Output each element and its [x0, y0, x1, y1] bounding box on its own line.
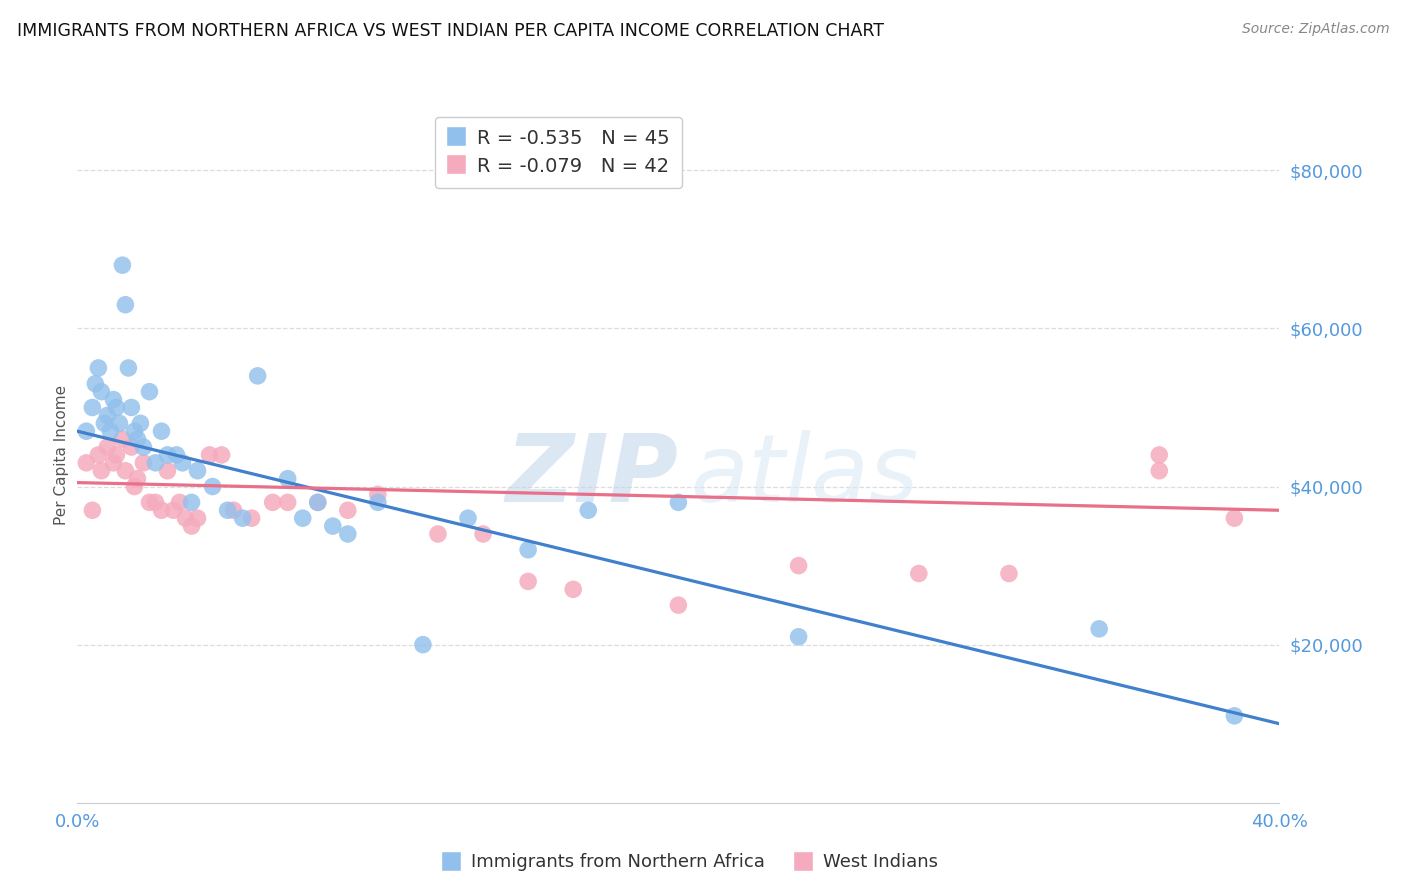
- Point: [787, 558, 810, 573]
- Point: [114, 464, 136, 478]
- Point: [217, 503, 239, 517]
- Point: [150, 503, 173, 517]
- Point: [457, 511, 479, 525]
- Point: [277, 472, 299, 486]
- Point: [100, 424, 122, 438]
- Point: [336, 527, 359, 541]
- Point: [103, 392, 125, 407]
- Point: [1223, 511, 1246, 525]
- Point: [75, 424, 97, 438]
- Point: [517, 542, 540, 557]
- Point: [124, 479, 146, 493]
- Point: [103, 456, 125, 470]
- Point: [998, 566, 1021, 581]
- Point: [517, 574, 540, 589]
- Point: [96, 440, 118, 454]
- Point: [111, 258, 134, 272]
- Point: [132, 456, 155, 470]
- Point: [87, 448, 110, 462]
- Point: [120, 440, 142, 454]
- Point: [307, 495, 329, 509]
- Point: [174, 511, 197, 525]
- Text: ZIP: ZIP: [506, 430, 679, 522]
- Point: [246, 368, 269, 383]
- Point: [668, 598, 690, 612]
- Point: [129, 417, 152, 431]
- Point: [90, 384, 112, 399]
- Point: [172, 456, 194, 470]
- Point: [114, 298, 136, 312]
- Point: [186, 511, 209, 525]
- Point: [138, 495, 160, 509]
- Point: [150, 424, 173, 438]
- Point: [105, 401, 128, 415]
- Legend: R = -0.535   N = 45, R = -0.079   N = 42: R = -0.535 N = 45, R = -0.079 N = 42: [434, 117, 682, 187]
- Text: Source: ZipAtlas.com: Source: ZipAtlas.com: [1241, 22, 1389, 37]
- Point: [307, 495, 329, 509]
- Point: [367, 495, 389, 509]
- Point: [787, 630, 810, 644]
- Point: [186, 464, 209, 478]
- Point: [232, 511, 254, 525]
- Point: [336, 503, 359, 517]
- Text: IMMIGRANTS FROM NORTHERN AFRICA VS WEST INDIAN PER CAPITA INCOME CORRELATION CHA: IMMIGRANTS FROM NORTHERN AFRICA VS WEST …: [17, 22, 884, 40]
- Y-axis label: Per Capita Income: Per Capita Income: [53, 384, 69, 525]
- Point: [180, 495, 202, 509]
- Point: [1223, 708, 1246, 723]
- Point: [277, 495, 299, 509]
- Point: [412, 638, 434, 652]
- Point: [82, 401, 104, 415]
- Point: [111, 432, 134, 446]
- Point: [93, 417, 115, 431]
- Point: [291, 511, 314, 525]
- Point: [908, 566, 931, 581]
- Point: [472, 527, 495, 541]
- Point: [132, 440, 155, 454]
- Point: [117, 361, 139, 376]
- Point: [169, 495, 191, 509]
- Point: [127, 472, 149, 486]
- Point: [201, 479, 224, 493]
- Point: [180, 519, 202, 533]
- Point: [145, 456, 167, 470]
- Point: [668, 495, 690, 509]
- Point: [127, 432, 149, 446]
- Point: [96, 409, 118, 423]
- Point: [576, 503, 599, 517]
- Point: [87, 361, 110, 376]
- Point: [124, 424, 146, 438]
- Point: [562, 582, 585, 597]
- Point: [367, 487, 389, 501]
- Point: [162, 503, 184, 517]
- Point: [1149, 464, 1171, 478]
- Point: [138, 384, 160, 399]
- Point: [156, 464, 179, 478]
- Point: [120, 401, 142, 415]
- Point: [156, 448, 179, 462]
- Point: [105, 448, 128, 462]
- Point: [240, 511, 263, 525]
- Point: [1149, 448, 1171, 462]
- Point: [222, 503, 245, 517]
- Text: atlas: atlas: [690, 430, 918, 521]
- Point: [427, 527, 450, 541]
- Point: [322, 519, 344, 533]
- Legend: Immigrants from Northern Africa, West Indians: Immigrants from Northern Africa, West In…: [433, 847, 945, 879]
- Point: [145, 495, 167, 509]
- Point: [198, 448, 221, 462]
- Point: [108, 417, 131, 431]
- Point: [166, 448, 188, 462]
- Point: [82, 503, 104, 517]
- Point: [211, 448, 233, 462]
- Point: [75, 456, 97, 470]
- Point: [262, 495, 284, 509]
- Point: [90, 464, 112, 478]
- Point: [1088, 622, 1111, 636]
- Point: [84, 376, 107, 391]
